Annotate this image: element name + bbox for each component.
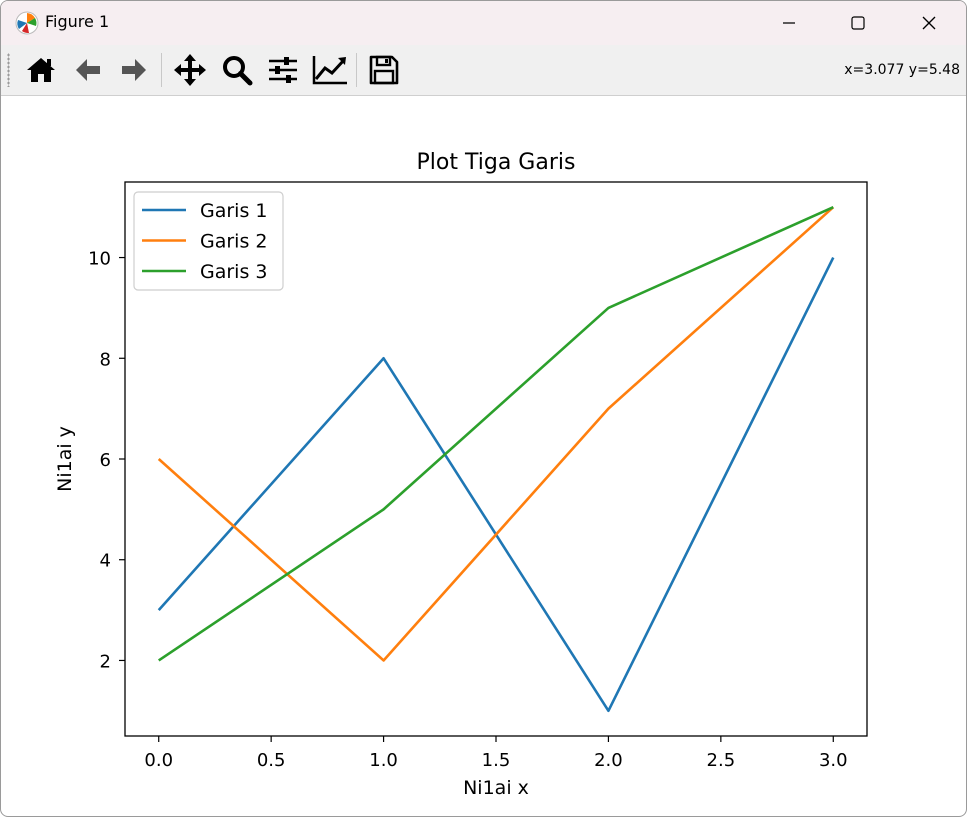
maximize-icon — [851, 16, 865, 30]
legend-box — [133, 191, 284, 291]
y-tick-label: 6 — [100, 450, 111, 471]
back-button[interactable] — [70, 52, 106, 88]
y-tick-label: 8 — [100, 349, 111, 370]
legend-entry-3: Garis 3 — [200, 261, 267, 283]
x-tick-label: 2.5 — [707, 750, 736, 771]
configure-subplots-icon — [269, 57, 297, 83]
edit-axes-icon — [312, 56, 347, 85]
save-button[interactable] — [366, 52, 402, 88]
forward-button[interactable] — [116, 52, 152, 88]
close-icon — [922, 16, 936, 30]
x-axis-label: Ni1ai x — [463, 777, 529, 799]
pan-button[interactable] — [172, 52, 208, 88]
forward-arrow-icon — [122, 59, 146, 81]
matplotlib-logo-icon — [15, 11, 39, 35]
cursor-coordinates: x=3.077 y=5.48 — [844, 62, 960, 78]
y-tick-label: 2 — [100, 651, 111, 672]
chart-title: Plot Tiga Garis — [417, 150, 576, 175]
legend-entry-2: Garis 2 — [200, 231, 267, 253]
x-tick-label: 3.0 — [819, 750, 848, 771]
back-arrow-icon — [76, 59, 100, 81]
series-line-2 — [157, 206, 835, 662]
pan-move-icon — [174, 54, 206, 86]
zoom-magnifier-icon — [223, 56, 253, 86]
x-tick-label: 0.5 — [257, 750, 286, 771]
configure-subplots-button[interactable] — [265, 52, 301, 88]
toolbar-separator — [356, 53, 357, 87]
toolbar-separator — [161, 53, 162, 87]
y-tick-label: 10 — [88, 249, 111, 270]
maximize-button[interactable] — [835, 1, 881, 45]
y-tick-label: 4 — [100, 551, 111, 572]
x-tick-label: 0.0 — [144, 750, 173, 771]
x-tick-label: 1.0 — [369, 750, 398, 771]
home-button[interactable] — [23, 52, 59, 88]
minimize-icon — [783, 22, 795, 24]
legend-entry-1: Garis 1 — [200, 200, 267, 222]
x-tick-label: 2.0 — [594, 750, 623, 771]
zoom-button[interactable] — [219, 52, 255, 88]
toolbar-grip[interactable] — [7, 53, 10, 87]
figure-canvas[interactable]: Plot Tiga Garis 0.0 0.5 1.0 1.5 2.0 2.5 3.0 2 4 6 8… — [1, 96, 966, 814]
navigation-toolbar: x=3.077 y=5.48 — [1, 45, 966, 96]
title-bar: Figure 1 — [1, 1, 966, 45]
home-icon — [27, 58, 55, 82]
x-tick-label: 1.5 — [482, 750, 511, 771]
edit-axes-button[interactable] — [312, 52, 348, 88]
window-title: Figure 1 — [45, 12, 110, 31]
y-axis-label: Ni1ai y — [54, 426, 76, 492]
close-button[interactable] — [906, 1, 952, 45]
save-floppy-icon — [369, 55, 399, 85]
minimize-button[interactable] — [766, 1, 812, 45]
series-line-3 — [158, 205, 834, 662]
series-line-1 — [157, 256, 835, 713]
